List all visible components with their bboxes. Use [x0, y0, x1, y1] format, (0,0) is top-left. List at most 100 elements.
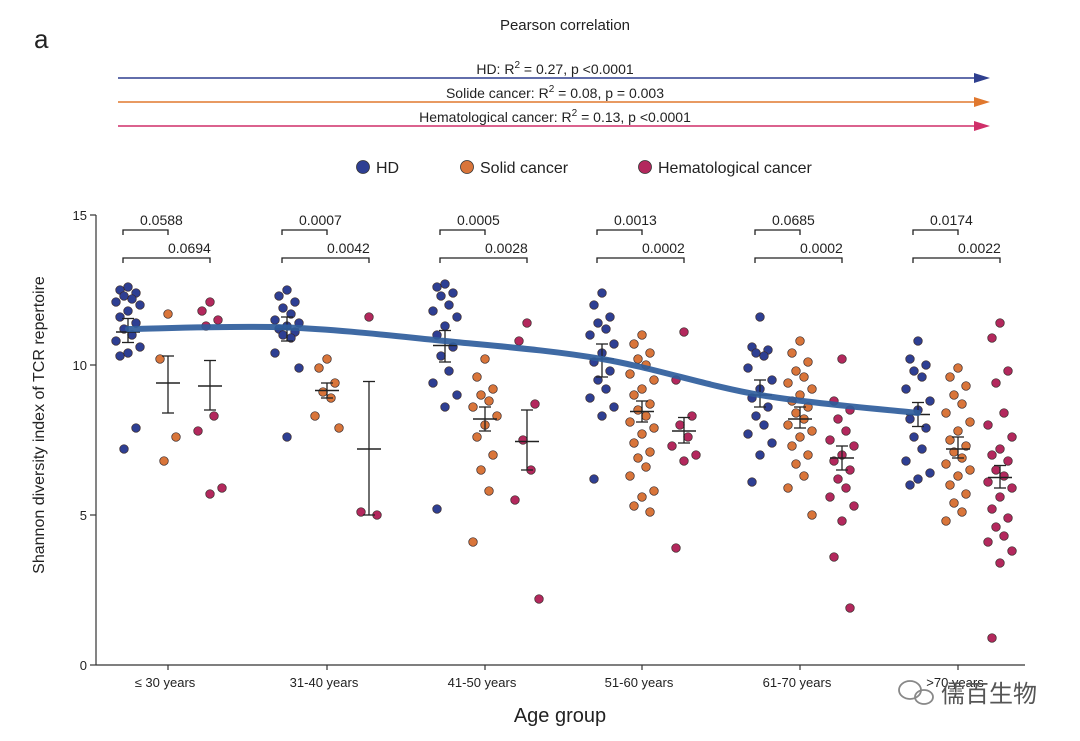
- data-point: [837, 354, 847, 364]
- data-point: [783, 420, 793, 430]
- data-point: [205, 489, 215, 499]
- data-point: [629, 339, 639, 349]
- hd-trend-line: [125, 323, 921, 416]
- data-point: [436, 351, 446, 361]
- data-point: [492, 411, 502, 421]
- data-point: [197, 306, 207, 316]
- data-point: [637, 330, 647, 340]
- wechat-icon: [898, 680, 934, 705]
- significance-bracket: [439, 229, 486, 235]
- data-point: [991, 522, 1001, 532]
- data-point: [282, 432, 292, 442]
- data-point: [995, 558, 1005, 568]
- data-point: [444, 300, 454, 310]
- data-point: [961, 489, 971, 499]
- data-point: [901, 456, 911, 466]
- data-point: [849, 441, 859, 451]
- data-point: [957, 507, 967, 517]
- data-point: [945, 480, 955, 490]
- data-point: [983, 537, 993, 547]
- data-point: [767, 438, 777, 448]
- data-point: [597, 411, 607, 421]
- watermark-text: 儒百生物: [941, 681, 1037, 708]
- data-point: [585, 330, 595, 340]
- data-point: [364, 312, 374, 322]
- data-point: [645, 507, 655, 517]
- significance-bracket: [754, 229, 801, 235]
- data-point: [791, 408, 801, 418]
- p-value-label: 0.0174: [930, 212, 973, 228]
- data-point: [310, 411, 320, 421]
- panel-label: a: [34, 24, 49, 54]
- data-point: [436, 291, 446, 301]
- data-point: [949, 390, 959, 400]
- data-point: [171, 432, 181, 442]
- data-point: [155, 354, 165, 364]
- data-point: [913, 336, 923, 346]
- data-point: [432, 282, 442, 292]
- data-point: [1007, 432, 1017, 442]
- data-point: [282, 285, 292, 295]
- data-point: [837, 516, 847, 526]
- data-point: [480, 354, 490, 364]
- significance-bracket: [122, 257, 211, 263]
- data-point: [945, 435, 955, 445]
- data-point: [488, 450, 498, 460]
- data-point: [629, 390, 639, 400]
- data-point: [691, 450, 701, 460]
- data-point: [991, 378, 1001, 388]
- data-point: [755, 312, 765, 322]
- data-point: [209, 411, 219, 421]
- data-point: [605, 366, 615, 376]
- data-point: [995, 492, 1005, 502]
- data-point: [945, 372, 955, 382]
- data-point: [318, 387, 328, 397]
- data-point: [675, 420, 685, 430]
- data-point: [440, 321, 450, 331]
- data-point: [953, 363, 963, 373]
- data-point: [601, 324, 611, 334]
- data-point: [791, 459, 801, 469]
- y-tick-label: 5: [80, 508, 87, 523]
- data-point: [649, 486, 659, 496]
- data-point: [995, 444, 1005, 454]
- p-value-label: 0.0002: [800, 240, 843, 256]
- data-point: [833, 474, 843, 484]
- data-point: [452, 390, 462, 400]
- error-bars: [116, 316, 1012, 516]
- data-point: [799, 471, 809, 481]
- significance-bracket: [912, 229, 959, 235]
- data-point: [428, 306, 438, 316]
- data-point: [743, 363, 753, 373]
- significance-bracket: [754, 257, 843, 263]
- data-point: [609, 402, 619, 412]
- data-point: [440, 279, 450, 289]
- data-point: [1003, 366, 1013, 376]
- data-point: [270, 315, 280, 325]
- data-point: [593, 318, 603, 328]
- data-point: [278, 303, 288, 313]
- data-point: [123, 306, 133, 316]
- x-axis-label: Age group: [514, 705, 606, 727]
- data-point: [795, 336, 805, 346]
- data-point: [593, 375, 603, 385]
- data-point: [987, 450, 997, 460]
- data-point: [825, 435, 835, 445]
- correlation-rows: HD: R2 = 0.27, p <0.0001 Solide cancer: R…: [118, 60, 990, 131]
- data-point: [440, 402, 450, 412]
- data-point: [807, 384, 817, 394]
- data-point: [637, 429, 647, 439]
- data-point: [609, 339, 619, 349]
- data-point: [625, 369, 635, 379]
- data-point: [983, 477, 993, 487]
- data-point: [119, 444, 129, 454]
- data-point: [472, 432, 482, 442]
- data-point: [468, 402, 478, 412]
- data-point: [909, 432, 919, 442]
- data-point: [645, 399, 655, 409]
- data-point: [484, 486, 494, 496]
- legend-marker: [638, 160, 652, 174]
- data-point: [921, 423, 931, 433]
- data-point: [995, 318, 1005, 328]
- data-points: [111, 279, 1017, 643]
